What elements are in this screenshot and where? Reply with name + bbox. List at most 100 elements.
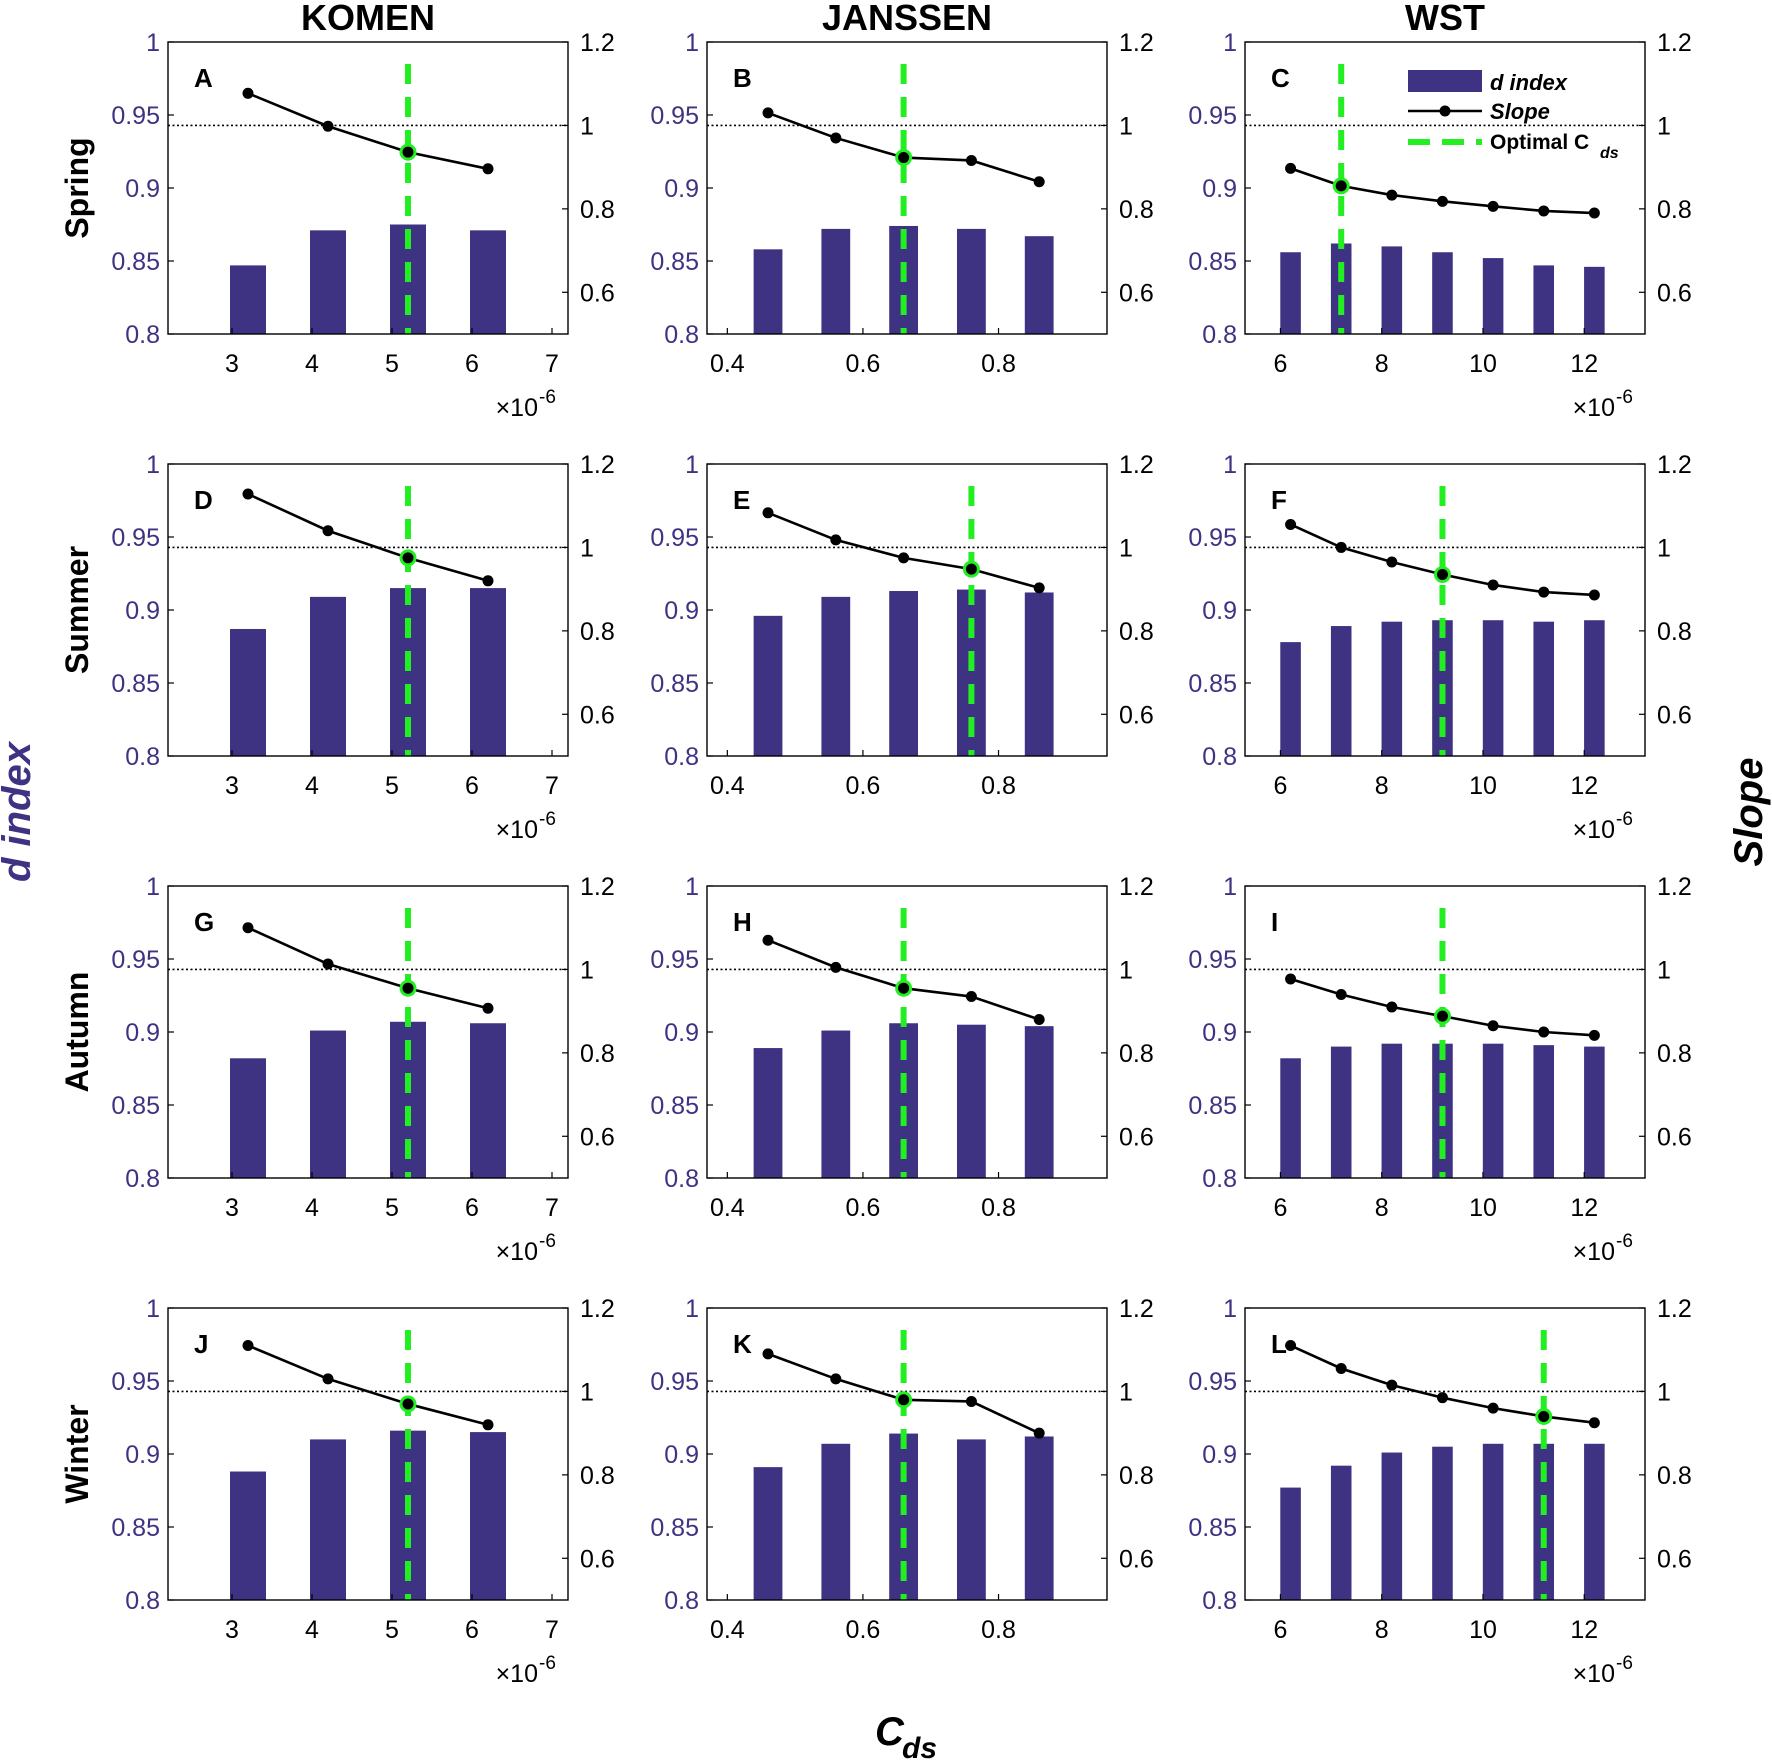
right-tick-label: 0.8 — [580, 1040, 615, 1068]
slope-point — [482, 575, 494, 587]
right-tick-label: 0.6 — [580, 1545, 615, 1573]
x-multiplier-exponent: -6 — [539, 1231, 556, 1252]
d-index-bar — [1432, 1446, 1453, 1600]
d-index-bar — [310, 230, 346, 334]
right-tick-label: 1.2 — [580, 1295, 615, 1323]
left-tick-label: 1 — [146, 451, 160, 479]
left-tick-label: 1 — [1223, 29, 1237, 57]
panel-letter: D — [194, 485, 213, 515]
d-index-bar — [1280, 1487, 1301, 1600]
slope-point — [898, 552, 910, 564]
x-tick-label: 10 — [1469, 1194, 1497, 1222]
right-tick-label: 0.8 — [1119, 1040, 1154, 1068]
x-multiplier-exponent: -6 — [1616, 387, 1633, 408]
x-tick-label: 0.6 — [846, 1194, 881, 1222]
x-tick-label: 10 — [1469, 350, 1497, 378]
x-tick-label: 8 — [1375, 1616, 1389, 1644]
right-tick-label: 0.6 — [1657, 1545, 1692, 1573]
d-index-bar — [1330, 626, 1352, 756]
right-tick-label: 0.8 — [1657, 1040, 1692, 1068]
x-tick-label: 0.4 — [710, 1616, 745, 1644]
x-tick-label: 6 — [1273, 772, 1287, 800]
left-tick-label: 0.95 — [1188, 1368, 1237, 1396]
right-tick-label: 0.6 — [1119, 1123, 1154, 1151]
slope-point — [1588, 1029, 1600, 1041]
slope-point — [402, 1398, 414, 1410]
legend-bar-label: d index — [1490, 70, 1568, 95]
right-tick-label: 0.8 — [1119, 1462, 1154, 1490]
d-index-bar — [470, 588, 506, 756]
right-tick-label: 0.8 — [580, 618, 615, 646]
slope-point — [1538, 205, 1550, 217]
left-tick-label: 0.9 — [1202, 1441, 1237, 1469]
d-index-bar — [310, 596, 346, 756]
axes-box — [167, 1307, 569, 1601]
column-title-wst: WST — [1405, 0, 1485, 38]
slope-point — [1285, 1340, 1297, 1352]
left-tick-label: 0.85 — [111, 1092, 160, 1120]
left-tick-label: 0.8 — [125, 1165, 160, 1193]
d-index-bar — [1024, 236, 1054, 334]
slope-point — [322, 1373, 334, 1385]
right-tick-label: 1 — [1657, 534, 1671, 562]
x-tick-label: 0.4 — [710, 1194, 745, 1222]
slope-line — [767, 511, 1040, 590]
left-tick-label: 0.85 — [650, 670, 699, 698]
slope-point — [1033, 1013, 1045, 1025]
right-tick-label: 0.6 — [1657, 701, 1692, 729]
x-multiplier-base: ×10 — [1573, 394, 1615, 422]
panel-letter: A — [194, 63, 213, 93]
legend-line-marker — [1439, 105, 1451, 117]
left-tick-label: 0.95 — [1188, 524, 1237, 552]
legend-line-label: Slope — [1490, 99, 1550, 124]
slope-point — [482, 1002, 494, 1014]
x-multiplier-exponent: -6 — [1616, 809, 1633, 830]
right-tick-label: 0.6 — [1119, 1545, 1154, 1573]
panel-letter: E — [733, 485, 750, 515]
d-index-bar — [1584, 1046, 1605, 1178]
slope-point — [1436, 569, 1448, 581]
row-label-summer: Summer — [59, 546, 95, 674]
slope-point — [762, 934, 774, 946]
left-tick-label: 0.85 — [1188, 1092, 1237, 1120]
panel-j: 0.8 0.85 0.9 0.95 1 0.6 0.8 1 1.2 3 4 5 6 7×10 -6 J — [111, 1295, 614, 1688]
left-tick-label: 0.8 — [1202, 1587, 1237, 1615]
slope-point — [1386, 1001, 1398, 1013]
left-tick-label: 0.85 — [1188, 1514, 1237, 1542]
slope-point — [1335, 988, 1347, 1000]
left-tick-label: 0.85 — [111, 670, 160, 698]
x-tick-label: 0.6 — [846, 772, 881, 800]
left-tick-label: 0.95 — [650, 1368, 699, 1396]
right-tick-label: 0.6 — [580, 279, 615, 307]
x-tick-label: 6 — [465, 1616, 479, 1644]
d-index-bar — [957, 1024, 986, 1178]
panel-i: 0.8 0.85 0.9 0.95 1 0.6 0.8 1 1.2 6 8 10 12 ×10 -6 I — [1188, 873, 1691, 1266]
x-tick-label: 0.8 — [981, 350, 1016, 378]
slope-point — [1588, 1417, 1600, 1429]
left-tick-label: 0.8 — [1202, 743, 1237, 771]
right-tick-label: 0.6 — [580, 1123, 615, 1151]
right-tick-label: 1 — [1657, 1378, 1671, 1406]
left-tick-label: 0.85 — [111, 248, 160, 276]
panel-f: 0.8 0.85 0.9 0.95 1 0.6 0.8 1 1.2 6 8 10 12 ×10 -6 F — [1188, 451, 1691, 844]
left-tick-label: 0.9 — [664, 1019, 699, 1047]
panel-b: 0.8 0.85 0.9 0.95 1 0.6 0.8 1 1.2 0.4 0.6 0.8 B — [650, 29, 1153, 378]
left-tick-label: 0.8 — [1202, 1165, 1237, 1193]
d-index-bar — [230, 1058, 266, 1178]
left-tick-label: 0.8 — [125, 743, 160, 771]
slope-line — [247, 926, 489, 1010]
x-multiplier-base: ×10 — [496, 816, 538, 844]
d-index-bar — [957, 228, 986, 334]
right-tick-label: 1.2 — [1657, 451, 1692, 479]
d-index-bar — [1280, 642, 1301, 756]
slope-point — [242, 922, 254, 934]
left-tick-label: 1 — [685, 451, 699, 479]
slope-line — [247, 92, 489, 171]
left-tick-label: 0.85 — [650, 1514, 699, 1542]
right-tick-label: 1.2 — [580, 451, 615, 479]
right-tick-label: 0.8 — [1119, 196, 1154, 224]
left-tick-label: 1 — [1223, 873, 1237, 901]
slope-point — [762, 1348, 774, 1360]
slope-point — [1033, 582, 1045, 594]
